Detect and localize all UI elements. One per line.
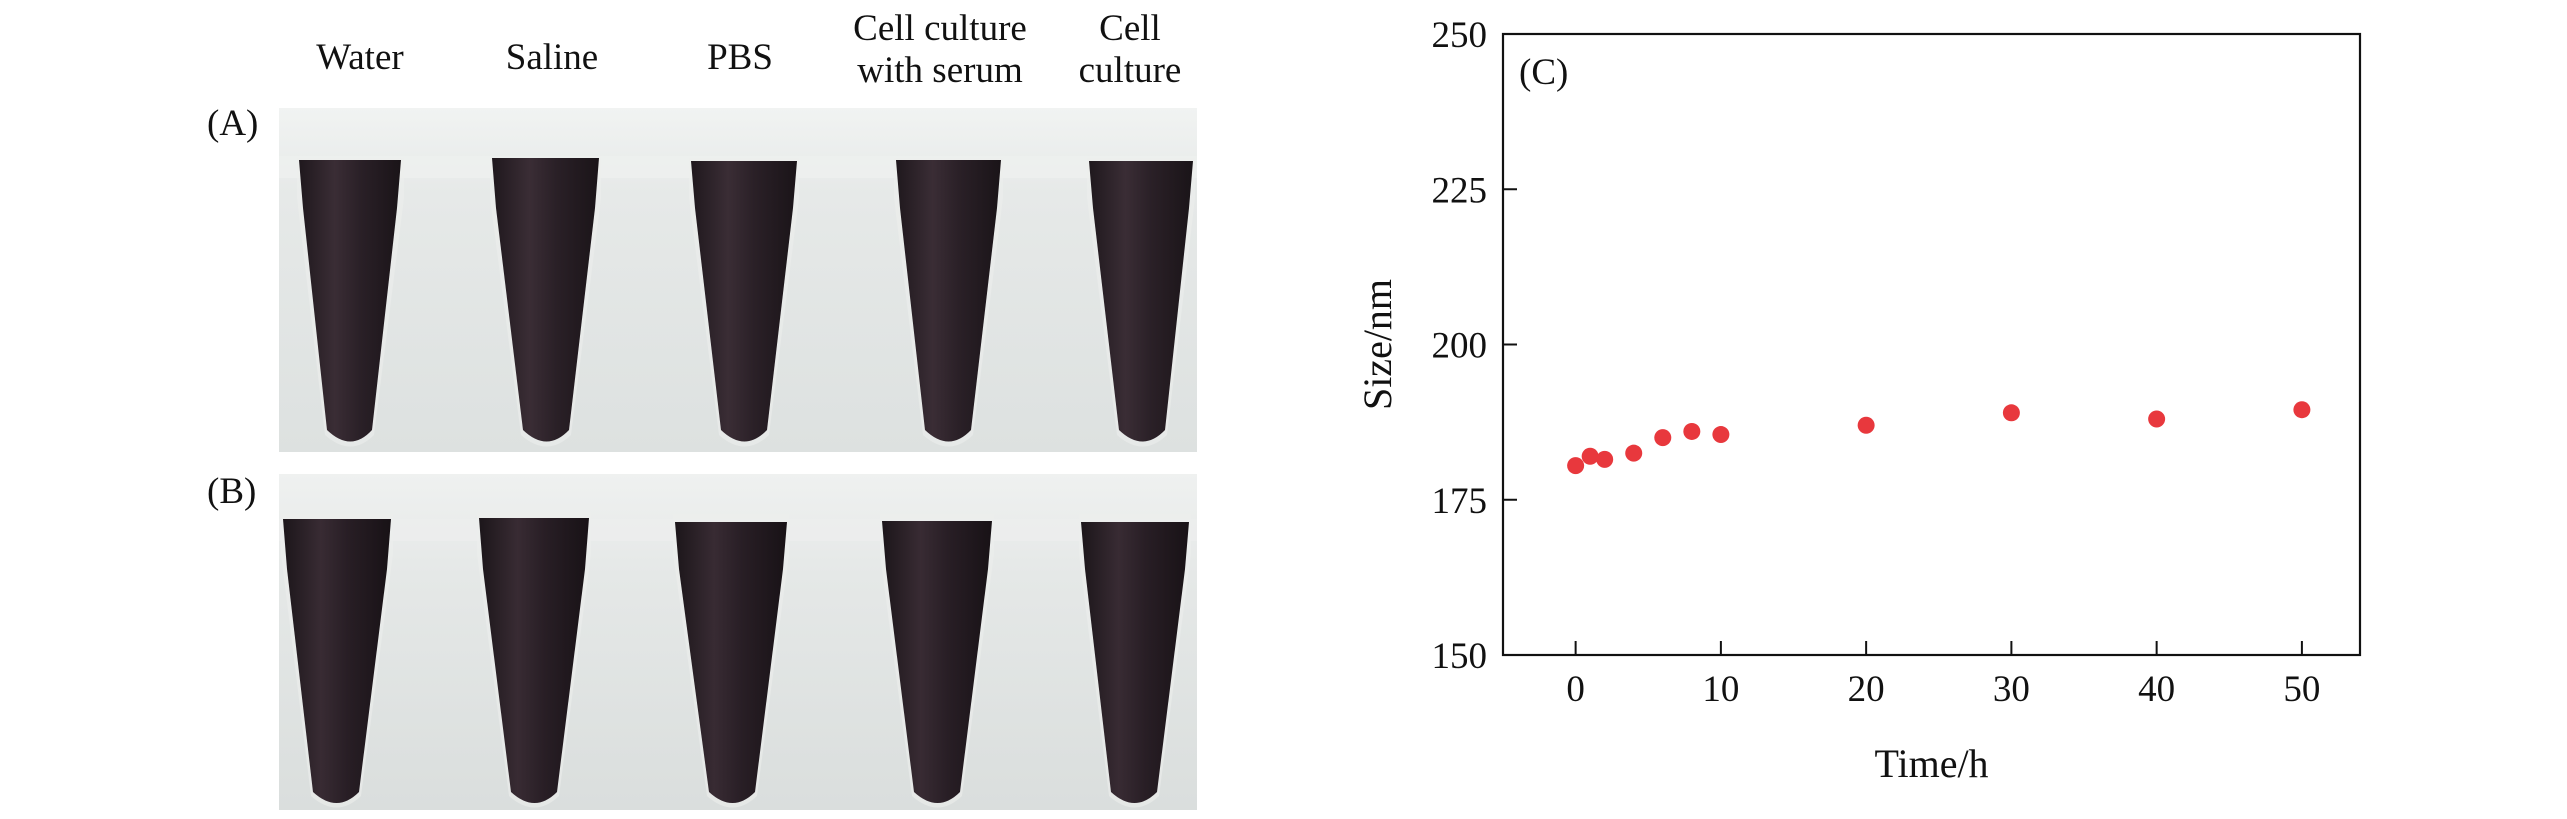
tube-b-cell-culture — [1079, 514, 1191, 808]
tube-a-cell-culture — [1087, 158, 1195, 447]
tube-b-water — [281, 514, 393, 808]
x-tick-label: 20 — [1848, 669, 1885, 710]
tube-a-pbs — [689, 158, 799, 447]
tube-b-pbs — [673, 514, 789, 808]
data-point — [2293, 401, 2311, 419]
photo-panel-b — [279, 474, 1197, 810]
panel-label-a: (A) — [207, 103, 259, 144]
y-tick-label: 200 — [1432, 326, 1488, 367]
col-label-water: Water — [316, 37, 404, 78]
tube-a-saline — [490, 158, 601, 447]
y-tick-label: 225 — [1432, 170, 1488, 211]
y-tick-label: 250 — [1432, 15, 1488, 56]
data-point — [2148, 410, 2166, 428]
data-point — [1654, 429, 1672, 447]
data-point — [1857, 416, 1875, 434]
photo-panel-a — [279, 108, 1197, 452]
panel-label-c: (C) — [1519, 52, 1568, 93]
y-tick-label: 175 — [1432, 481, 1488, 522]
data-point — [1712, 426, 1730, 444]
plot-frame — [1501, 32, 2362, 657]
tube-b-cell-culture-serum — [880, 514, 994, 808]
col-label-saline: Saline — [505, 37, 599, 78]
x-tick-label: 50 — [2283, 669, 2320, 710]
x-tick-label: 30 — [1993, 669, 2030, 710]
size-vs-time-chart: 150 175 200 225 250 0 10 20 30 40 50 Time/h Size/nm (… — [1355, 15, 2362, 786]
tube-a-cell-culture-serum — [894, 158, 1003, 447]
col-label-pbs: PBS — [707, 37, 773, 78]
data-point — [2002, 404, 2020, 422]
x-tick-label: 0 — [1566, 669, 1585, 710]
panel-label-b: (B) — [207, 471, 257, 512]
y-tick-label: 150 — [1432, 636, 1488, 677]
data-point — [1596, 450, 1614, 468]
x-tick-label: 40 — [2138, 669, 2175, 710]
data-point — [1683, 422, 1701, 440]
tube-b-saline — [477, 512, 591, 808]
col-label-cell-culture-serum: Cell culture with serum — [853, 8, 1027, 91]
col-label-cell-culture: Cell culture — [1078, 8, 1182, 91]
data-point — [1581, 447, 1599, 465]
data-point — [1567, 457, 1585, 475]
x-axis-label: Time/h — [1874, 741, 1988, 786]
y-axis-label: Size/nm — [1355, 279, 1400, 410]
tube-a-water — [297, 158, 404, 447]
x-tick-label: 10 — [1702, 669, 1739, 710]
data-point — [1625, 444, 1643, 462]
